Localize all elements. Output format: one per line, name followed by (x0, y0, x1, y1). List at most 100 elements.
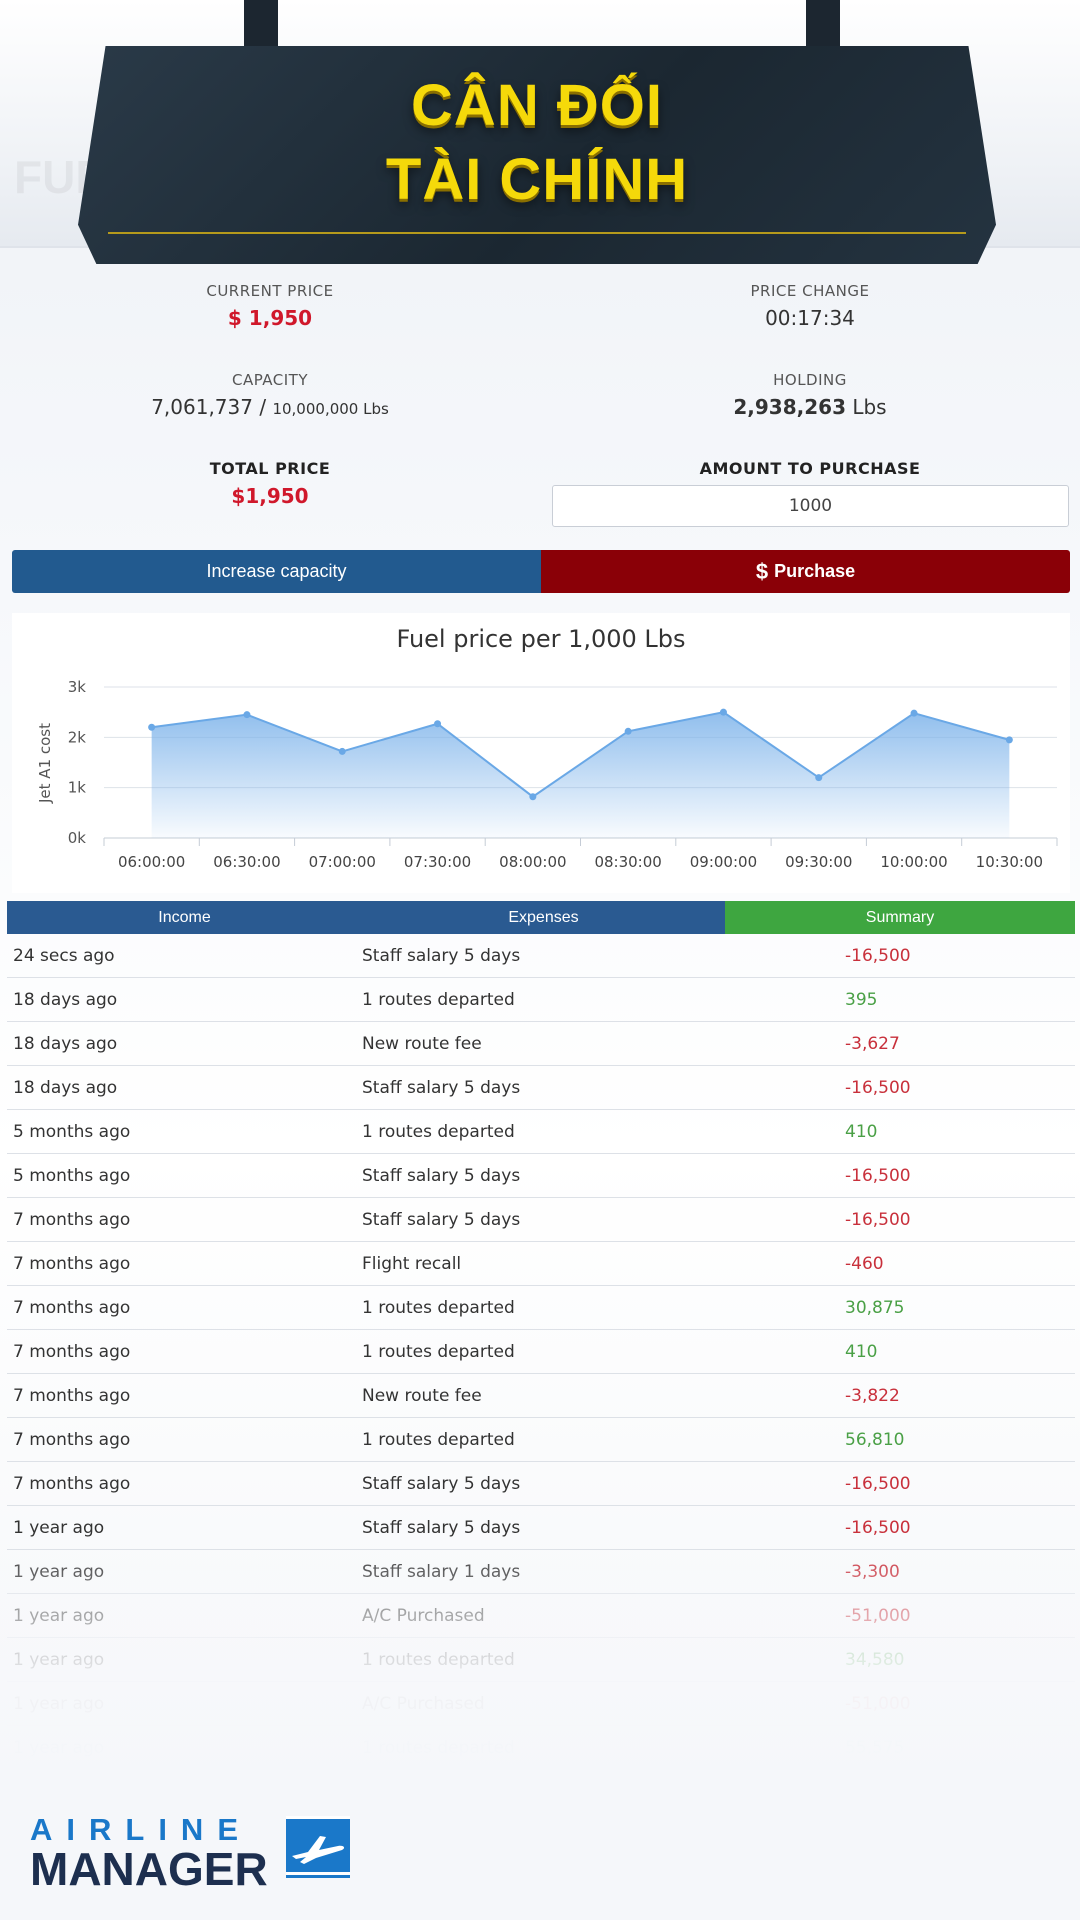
data-point (910, 709, 918, 717)
amount-to-purchase-label: AMOUNT TO PURCHASE (699, 459, 921, 478)
row-amount: -16,500 (845, 1209, 911, 1230)
x-tick-label: 08:30:00 (594, 853, 661, 871)
table-row: 7 months ago 1 routes departed 56,810 (7, 1418, 1075, 1462)
row-description: Staff salary 5 days (362, 1209, 521, 1230)
data-point (434, 720, 442, 728)
purchase-label: Purchase (774, 561, 856, 581)
row-time: 18 days ago (13, 1033, 118, 1054)
chart-svg: 0k 1k 2k 3k 06:00:00 06:30:00 07:00:00 07:30:00… (36, 678, 1058, 871)
row-description: 1 routes departed (362, 1429, 515, 1450)
increase-capacity-button[interactable]: Increase capacity (12, 550, 541, 593)
row-time: 7 months ago (13, 1473, 131, 1494)
row-description: Staff salary 5 days (362, 1473, 521, 1494)
data-point (529, 793, 537, 801)
tab-summary[interactable]: Summary (725, 901, 1075, 934)
row-time: 18 days ago (13, 989, 118, 1010)
holding-value: 2,938,263 (733, 395, 846, 419)
table-row: 7 months ago 1 routes departed 30,875 (7, 1286, 1075, 1330)
row-description: 1 routes departed (362, 1121, 515, 1142)
series-line (151, 711, 1010, 798)
row-amount: -3,627 (845, 1033, 900, 1054)
x-tick-label: 07:30:00 (404, 853, 471, 871)
row-time: 5 months ago (13, 1121, 131, 1142)
table-row: 7 months ago New route fee -3,822 (7, 1374, 1075, 1418)
row-amount: -16,500 (845, 945, 911, 966)
row-description: 1 routes departed (362, 1297, 515, 1318)
bottom-fade-overlay (0, 1560, 1080, 1920)
holding-value-row: 2,938,263 Lbs (540, 395, 1080, 419)
capacity-max: 10,000,000 Lbs (272, 400, 389, 418)
row-description: 1 routes departed (362, 989, 515, 1010)
row-time: 7 months ago (13, 1341, 131, 1362)
fuel-price-chart: Fuel price per 1,000 Lbs 0k 1k 2k 3k 06:00:0… (12, 613, 1070, 893)
row-amount: -460 (845, 1253, 884, 1274)
row-amount: 30,875 (845, 1297, 905, 1318)
row-description: Flight recall (362, 1253, 462, 1274)
holding: HOLDING 2,938,263 Lbs (540, 371, 1080, 419)
total-price-value: $1,950 (231, 484, 309, 508)
table-header: Income Expenses Summary (7, 901, 1075, 934)
x-tick-label: 09:30:00 (785, 853, 852, 871)
row-time: 7 months ago (13, 1253, 131, 1274)
table-row: 5 months ago 1 routes departed 410 (7, 1110, 1075, 1154)
row-amount: 410 (845, 1341, 878, 1362)
price-change-value: 00:17:34 (765, 306, 855, 330)
increase-capacity-label: Increase capacity (206, 561, 347, 581)
table-row: 18 days ago 1 routes departed 395 (7, 978, 1075, 1022)
current-price-value: $ 1,950 (227, 306, 313, 330)
tab-expenses[interactable]: Expenses (362, 901, 725, 934)
x-tick-label: 07:00:00 (309, 853, 376, 871)
price-change-label: PRICE CHANGE (750, 282, 870, 300)
row-amount: -16,500 (845, 1077, 911, 1098)
x-tick-label: 08:00:00 (499, 853, 566, 871)
sign-title-line2: TÀI CHÍNH (385, 147, 689, 212)
row-description: Staff salary 5 days (362, 1077, 521, 1098)
sign-pole-right (806, 0, 840, 54)
holding-label: HOLDING (773, 371, 847, 389)
row-description: Staff salary 5 days (362, 1165, 521, 1186)
table-row: 7 months ago Staff salary 5 days -16,500 (7, 1462, 1075, 1506)
y-tick-label: 1k (68, 779, 87, 797)
row-description: New route fee (362, 1385, 482, 1406)
capacity: CAPACITY 7,061,737 / 10,000,000 Lbs (0, 371, 540, 419)
airplane-icon (286, 1816, 350, 1878)
logo-manager-text: MANAGER (30, 1843, 268, 1895)
amount-to-purchase-input[interactable] (552, 485, 1069, 527)
row-amount: 56,810 (845, 1429, 905, 1450)
y-tick-label: 2k (68, 728, 87, 746)
purchase-button[interactable]: $ Purchase (541, 550, 1070, 593)
total-price: TOTAL PRICE $1,950 (0, 459, 540, 508)
current-price: CURRENT PRICE $ 1,950 (0, 282, 540, 330)
chart-title: Fuel price per 1,000 Lbs (396, 625, 686, 653)
tab-income[interactable]: Income (7, 901, 362, 934)
title-sign: CÂN ĐỐI TÀI CHÍNH (78, 46, 996, 264)
airline-manager-logo: AIRLINE MANAGER (30, 1812, 350, 1896)
row-time: 7 months ago (13, 1297, 131, 1318)
x-tick-label: 06:30:00 (213, 853, 280, 871)
sign-border (108, 52, 966, 234)
holding-unit: Lbs (852, 395, 887, 419)
table-row: 7 months ago Staff salary 5 days -16,500 (7, 1198, 1075, 1242)
table-row: 18 days ago New route fee -3,627 (7, 1022, 1075, 1066)
row-amount: -16,500 (845, 1517, 911, 1538)
data-point (719, 708, 727, 716)
price-change: PRICE CHANGE 00:17:34 (540, 282, 1080, 330)
total-price-label: TOTAL PRICE (209, 459, 331, 478)
row-amount: 395 (845, 989, 878, 1010)
y-tick-label: 3k (68, 678, 87, 696)
row-time: 24 secs ago (13, 945, 115, 966)
x-tick-label: 10:00:00 (880, 853, 947, 871)
data-point (624, 727, 632, 735)
data-point (243, 711, 251, 719)
table-row: 5 months ago Staff salary 5 days -16,500 (7, 1154, 1075, 1198)
x-tick-label: 10:30:00 (976, 853, 1043, 871)
amount-to-purchase: AMOUNT TO PURCHASE (540, 459, 1080, 478)
capacity-value-row: 7,061,737 / 10,000,000 Lbs (0, 395, 540, 419)
row-description: Staff salary 5 days (362, 1517, 521, 1538)
series-area (151, 712, 1010, 838)
row-description: Staff salary 5 days (362, 945, 521, 966)
table-row: 7 months ago Flight recall -460 (7, 1242, 1075, 1286)
data-point (338, 747, 346, 755)
capacity-separator: / (259, 395, 267, 419)
x-tick-label: 09:00:00 (690, 853, 757, 871)
